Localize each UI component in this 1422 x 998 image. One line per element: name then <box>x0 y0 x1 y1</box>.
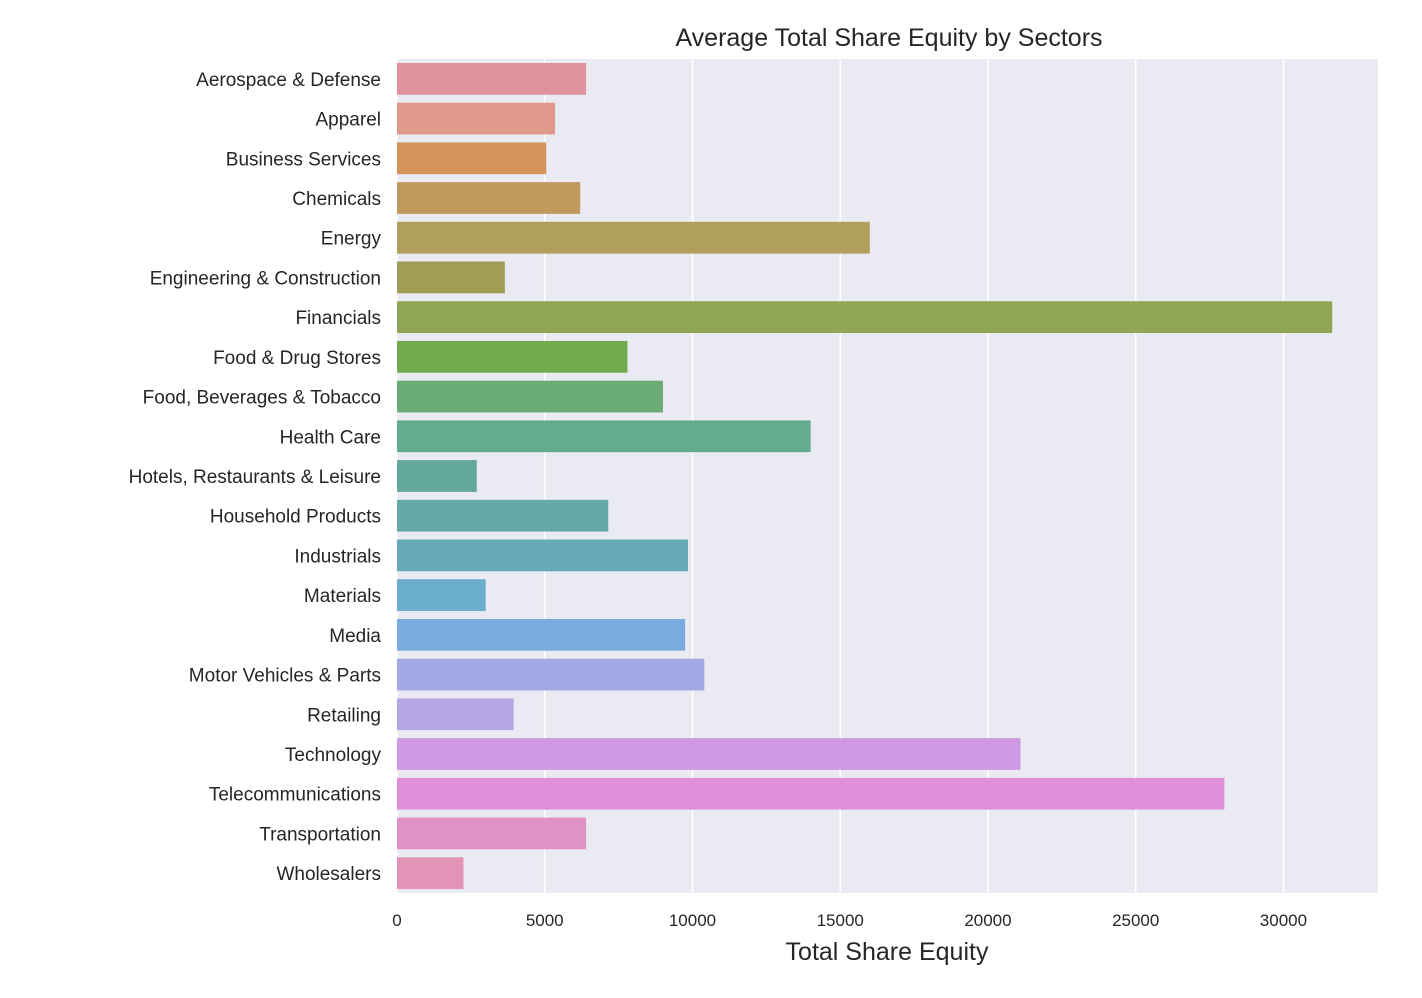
category-label: Chemicals <box>292 189 381 210</box>
category-label: Food & Drug Stores <box>213 348 381 369</box>
bar <box>397 817 587 850</box>
category-label: Technology <box>285 745 382 766</box>
x-tick-label: 25000 <box>1112 911 1159 930</box>
bar <box>397 62 587 95</box>
category-label: Wholesalers <box>276 864 381 885</box>
category-label: Business Services <box>226 149 381 170</box>
category-label: Transportation <box>259 824 381 845</box>
x-tick-label: 10000 <box>669 911 716 930</box>
category-label: Energy <box>321 229 382 250</box>
bar <box>397 142 547 175</box>
bar <box>397 460 477 492</box>
category-label: Apparel <box>316 110 382 131</box>
bar <box>397 380 663 413</box>
category-label: Motor Vehicles & Parts <box>189 666 381 687</box>
x-tick-label: 0 <box>392 911 401 930</box>
category-label: Materials <box>304 586 381 607</box>
bar <box>397 777 1225 810</box>
category-labels: Aerospace & Defense Apparel Business Servi… <box>129 70 382 885</box>
category-label: Retailing <box>307 705 381 726</box>
bar <box>397 182 581 214</box>
bars <box>397 62 1333 890</box>
x-tick-label: 5000 <box>526 911 564 930</box>
category-label: Industrials <box>294 546 381 567</box>
bar <box>397 579 486 612</box>
bar <box>397 618 686 651</box>
bar <box>397 499 609 532</box>
bar <box>397 102 556 135</box>
bar <box>397 221 870 254</box>
bar <box>397 420 811 453</box>
category-label: Health Care <box>280 427 381 448</box>
x-tick-labels: 0 5000 10000 15000 20000 25000 30000 <box>392 911 1307 930</box>
category-label: Aerospace & Defense <box>196 70 381 91</box>
bar <box>397 658 705 691</box>
bar <box>397 261 505 294</box>
chart-title: Average Total Share Equity by Sectors <box>675 24 1102 52</box>
bar <box>397 539 689 572</box>
category-label: Financials <box>295 308 381 329</box>
x-tick-label: 20000 <box>964 911 1011 930</box>
category-label: Hotels, Restaurants & Leisure <box>129 467 381 488</box>
x-axis-label: Total Share Equity <box>786 938 989 966</box>
bar <box>397 857 464 890</box>
category-label: Media <box>329 626 381 647</box>
x-tick-label: 30000 <box>1260 911 1307 930</box>
category-label: Food, Beverages & Tobacco <box>143 388 381 409</box>
bar <box>397 301 1333 334</box>
bar <box>397 738 1021 770</box>
bar <box>397 698 514 731</box>
bar <box>397 340 628 373</box>
x-tick-label: 15000 <box>817 911 864 930</box>
category-label: Engineering & Construction <box>150 268 381 289</box>
category-label: Household Products <box>210 507 381 528</box>
category-label: Telecommunications <box>209 785 381 806</box>
